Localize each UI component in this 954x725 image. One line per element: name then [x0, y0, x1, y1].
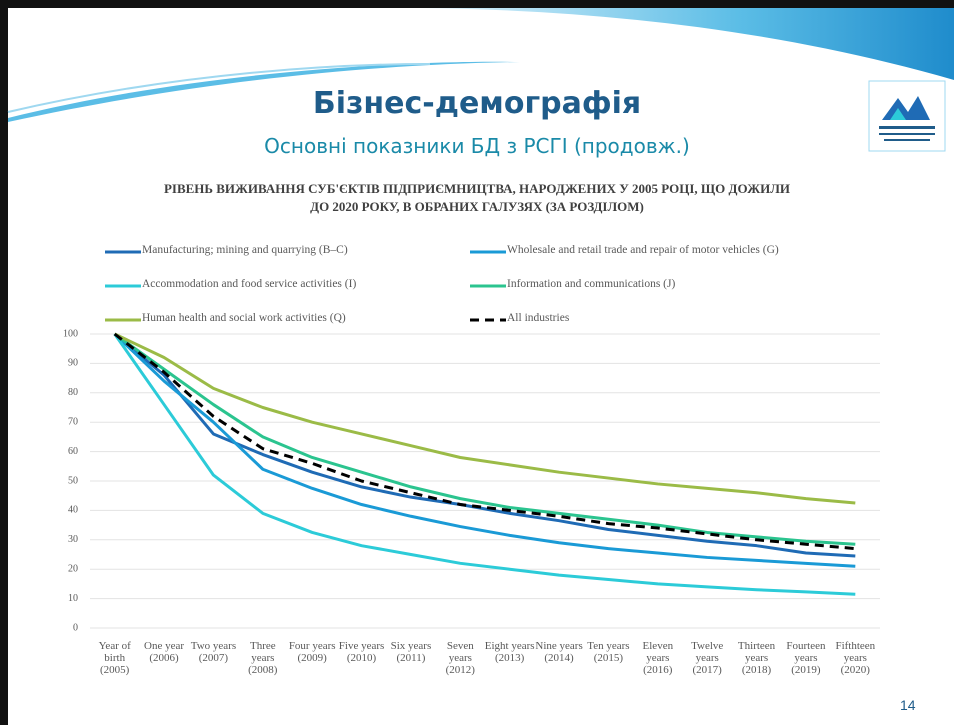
logo-text [884, 139, 930, 141]
swoosh-line [7, 63, 431, 113]
legend-label: Information and communications (J) [507, 278, 676, 290]
x-tick-label: Three years (2008) [248, 640, 278, 676]
x-tick-label: Fifthteen years (2020) [835, 640, 876, 676]
y-tick-label: 100 [63, 328, 78, 339]
y-tick-label: 60 [68, 446, 78, 457]
x-tick-label: Four years (2009) [288, 640, 336, 664]
legend-label: Wholesale and retail trade and repair of… [507, 244, 779, 256]
logo-text [879, 126, 935, 129]
chart-title: РІВЕНЬ ВИЖИВАННЯ СУБ'ЄКТІВ ПІДПРИЄМНИЦТВ… [163, 181, 791, 214]
x-tick-label: Two years (2007) [190, 640, 237, 664]
x-tick-label: Five years (2010) [338, 640, 385, 664]
y-tick-label: 30 [68, 534, 78, 545]
x-tick-label: Eight years (2013) [484, 640, 535, 664]
x-tick-label: Six years (2011) [390, 640, 432, 664]
series-line [113, 332, 856, 558]
y-tick-label: 80 [68, 387, 78, 398]
series-line [114, 332, 856, 505]
x-tick-label: Nine years (2014) [535, 640, 583, 664]
logo-text [879, 133, 935, 135]
logo-mark [890, 108, 906, 120]
slide-title: Бізнес-демографія [312, 86, 642, 121]
y-tick-label: 90 [68, 358, 78, 369]
y-tick-label: 10 [68, 593, 78, 604]
y-tick-label: 40 [68, 505, 78, 516]
series-line [113, 332, 856, 546]
x-tick-label: Eleven years (2016) [642, 640, 674, 676]
y-tick-label: 70 [68, 416, 78, 427]
y-tick-label: 20 [68, 563, 78, 574]
legend-label: Human health and social work activities … [142, 312, 346, 324]
series-line [113, 332, 856, 568]
x-tick-label: One year (2006) [144, 640, 185, 664]
x-tick-label: Thirteen years (2018) [737, 640, 776, 676]
slide-subtitle: Основні показники БД з РСГІ (продовж.) [264, 134, 690, 158]
page-number: 14 [900, 697, 916, 713]
legend-label: Manufacturing; mining and quarrying (B–C… [142, 244, 348, 256]
frame-left [0, 0, 8, 725]
x-tick-label: Fourteen years (2019) [786, 640, 826, 676]
frame-top [0, 0, 954, 8]
y-tick-label: 0 [73, 622, 78, 633]
logo [868, 80, 946, 152]
series-line [113, 332, 856, 551]
x-tick-label: Twelve years (2017) [691, 640, 724, 676]
legend-label: All industries [507, 312, 570, 324]
series-line [113, 333, 856, 596]
y-tick-label: 50 [68, 475, 78, 486]
x-tick-label: Year of birth (2005) [98, 640, 131, 676]
x-tick-label: Ten years (2015) [587, 640, 630, 664]
swoosh [420, 8, 954, 80]
x-tick-label: Seven years (2012) [445, 640, 475, 676]
legend-label: Accommodation and food service activitie… [142, 278, 357, 290]
